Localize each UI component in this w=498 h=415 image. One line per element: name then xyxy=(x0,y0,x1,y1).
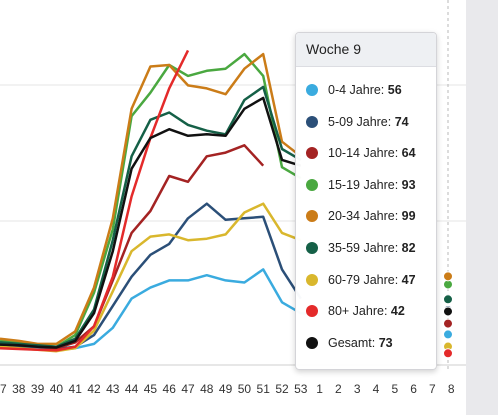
tooltip-row-value: 47 xyxy=(401,272,416,287)
tooltip-row-label: 0-4 Jahre: xyxy=(328,83,388,97)
tooltip-row-label: Gesamt: xyxy=(328,335,379,350)
last-point-markers xyxy=(443,271,453,359)
series-color-dot xyxy=(306,147,318,160)
tooltip-row: 20-34 Jahre: 99 xyxy=(306,207,416,225)
series-color-dot xyxy=(306,336,318,349)
tooltip-row-label: 80+ Jahre: xyxy=(328,304,391,319)
tooltip-row-value: 42 xyxy=(390,304,405,319)
series-line-10-14-jahre[interactable] xyxy=(0,144,265,350)
series-line-20-34-jahre[interactable] xyxy=(0,52,302,346)
x-tick-label: 42 xyxy=(87,382,101,396)
tooltip-row-label: 20-34 Jahre: xyxy=(328,209,402,224)
x-tick-label: 48 xyxy=(200,382,214,396)
tooltip-row-value: 99 xyxy=(401,209,416,224)
tooltip-row-value: 82 xyxy=(401,241,416,255)
tooltip-row: Gesamt: 73 xyxy=(306,334,393,352)
tooltip: Woche 9 0-4 Jahre: 56 5-09 Jahre: 74 10-14… xyxy=(295,32,437,370)
series-line-gesamt[interactable] xyxy=(0,96,302,349)
x-tick-label: 4 xyxy=(373,382,380,396)
tooltip-row-label: 5-09 Jahre: xyxy=(328,114,395,129)
x-tick-label: 5 xyxy=(391,382,398,396)
chart-side-panel xyxy=(466,0,498,415)
x-tick-label: 53 xyxy=(294,382,308,396)
tooltip-row-label: 60-79 Jahre: xyxy=(328,272,402,287)
series-line-60-79-jahre[interactable] xyxy=(0,202,302,353)
series-color-dot xyxy=(306,273,318,286)
tooltip-row-label: 35-59 Jahre: xyxy=(328,241,402,255)
tooltip-row: 0-4 Jahre: 56 xyxy=(306,81,402,99)
last-point-gesamt[interactable] xyxy=(443,306,453,317)
tooltip-row: 10-14 Jahre: 64 xyxy=(306,144,416,162)
tooltip-row: 80+ Jahre: 42 xyxy=(306,302,405,320)
series-color-dot xyxy=(306,115,318,128)
series-color-dot xyxy=(306,178,318,191)
x-tick-label: 38 xyxy=(12,382,26,396)
x-tick-label: 50 xyxy=(238,382,252,396)
tooltip-row: 60-79 Jahre: 47 xyxy=(306,271,416,289)
tooltip-row-label: 15-19 Jahre: xyxy=(328,177,402,192)
x-tick-label: 45 xyxy=(144,382,158,396)
tooltip-row: 5-09 Jahre: 74 xyxy=(306,113,409,131)
x-tick-label: 43 xyxy=(106,382,120,396)
x-tick-label: 37 xyxy=(0,382,7,396)
x-tick-label: 41 xyxy=(69,382,83,396)
x-tick-label: 39 xyxy=(31,382,45,396)
last-point-0-4-jahre[interactable] xyxy=(443,329,453,340)
series-line-0-4-jahre[interactable] xyxy=(0,268,320,351)
x-tick-label: 51 xyxy=(257,382,271,396)
tooltip-row-label: 10-14 Jahre: xyxy=(328,146,402,161)
x-tick-label: 8 xyxy=(448,382,455,396)
tooltip-row-value: 64 xyxy=(401,146,416,161)
series-color-dot xyxy=(306,305,318,318)
x-tick-label: 1 xyxy=(316,382,323,396)
series-line-5-09-jahre[interactable] xyxy=(0,202,302,351)
x-tick-label: 6 xyxy=(410,382,417,396)
series-line-15-19-jahre[interactable] xyxy=(0,52,302,349)
x-tick-label: 7 xyxy=(429,382,436,396)
last-point-10-14-jahre[interactable] xyxy=(443,318,453,329)
x-tick-label: 3 xyxy=(354,382,361,396)
series-color-dot xyxy=(306,84,318,96)
x-tick-label: 47 xyxy=(181,382,195,396)
tooltip-row-value: 73 xyxy=(378,335,393,350)
tooltip-row: 15-19 Jahre: 93 xyxy=(306,176,416,194)
tooltip-row-value: 74 xyxy=(394,114,409,129)
series-lines xyxy=(0,49,320,353)
series-color-dot xyxy=(306,242,318,254)
series-color-dot xyxy=(306,210,318,223)
series-line-80-jahre[interactable] xyxy=(0,49,190,352)
x-tick-label: 40 xyxy=(50,382,64,396)
x-tick-label: 49 xyxy=(219,382,233,396)
x-tick-label: 52 xyxy=(275,382,289,396)
tooltip-title: Woche 9 xyxy=(296,33,436,67)
x-tick-label: 46 xyxy=(163,382,177,396)
x-axis-tick-labels: 3738394041424344454647484950515253123456… xyxy=(0,382,474,396)
tooltip-row-value: 93 xyxy=(401,177,416,192)
last-point-80-jahre[interactable] xyxy=(443,348,453,359)
last-point-20-34-jahre[interactable] xyxy=(443,271,453,282)
tooltip-row-value: 56 xyxy=(387,83,402,97)
x-tick-label: 2 xyxy=(335,382,342,396)
x-tick-label: 44 xyxy=(125,382,139,396)
tooltip-row: 35-59 Jahre: 82 xyxy=(306,239,416,257)
last-point-35-59-jahre[interactable] xyxy=(443,294,453,305)
